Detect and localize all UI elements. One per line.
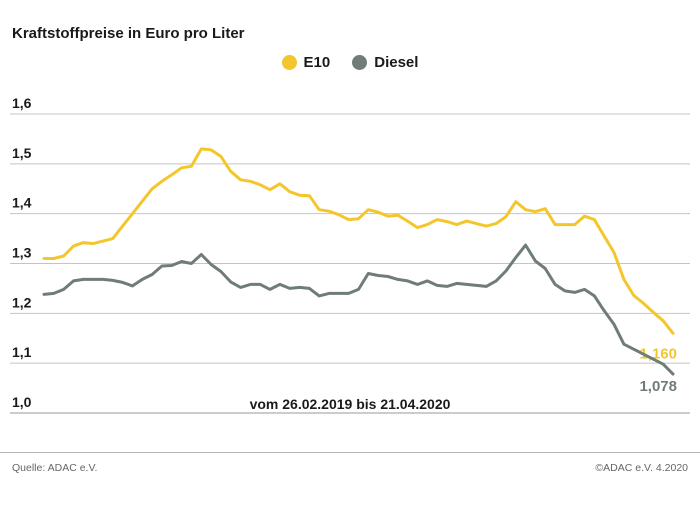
y-tick-label: 1,5 [12, 145, 32, 161]
legend-item-e10: E10 [281, 54, 331, 71]
y-tick-label: 1,6 [12, 95, 32, 111]
chart-period: vom 26.02.2019 bis 21.04.2020 [249, 396, 451, 412]
y-tick-label: 1,2 [12, 294, 32, 310]
legend-dot-diesel [352, 55, 368, 70]
y-tick-label: 1,3 [12, 245, 32, 261]
chart-legend: E10 Diesel [0, 54, 700, 71]
series-line-e10 [42, 147, 675, 335]
chart-title: Kraftstoffpreise in Euro pro Liter [12, 25, 245, 42]
footer-copyright: ©ADAC e.V. 4.2020 [595, 462, 688, 474]
footer-source: Quelle: ADAC e.V. [12, 462, 98, 474]
legend-label-diesel: Diesel [374, 54, 419, 71]
y-tick-label: 1,1 [12, 344, 32, 360]
legend-label-e10: E10 [303, 54, 331, 71]
footer-divider [0, 452, 700, 453]
y-tick-label: 1,0 [12, 394, 32, 410]
legend-dot-e10 [281, 55, 297, 70]
legend-item-diesel: Diesel [352, 54, 418, 71]
y-tick-label: 1,4 [12, 195, 32, 211]
end-value-label-diesel: 1,078 [639, 378, 677, 395]
series-line-diesel [42, 243, 675, 376]
